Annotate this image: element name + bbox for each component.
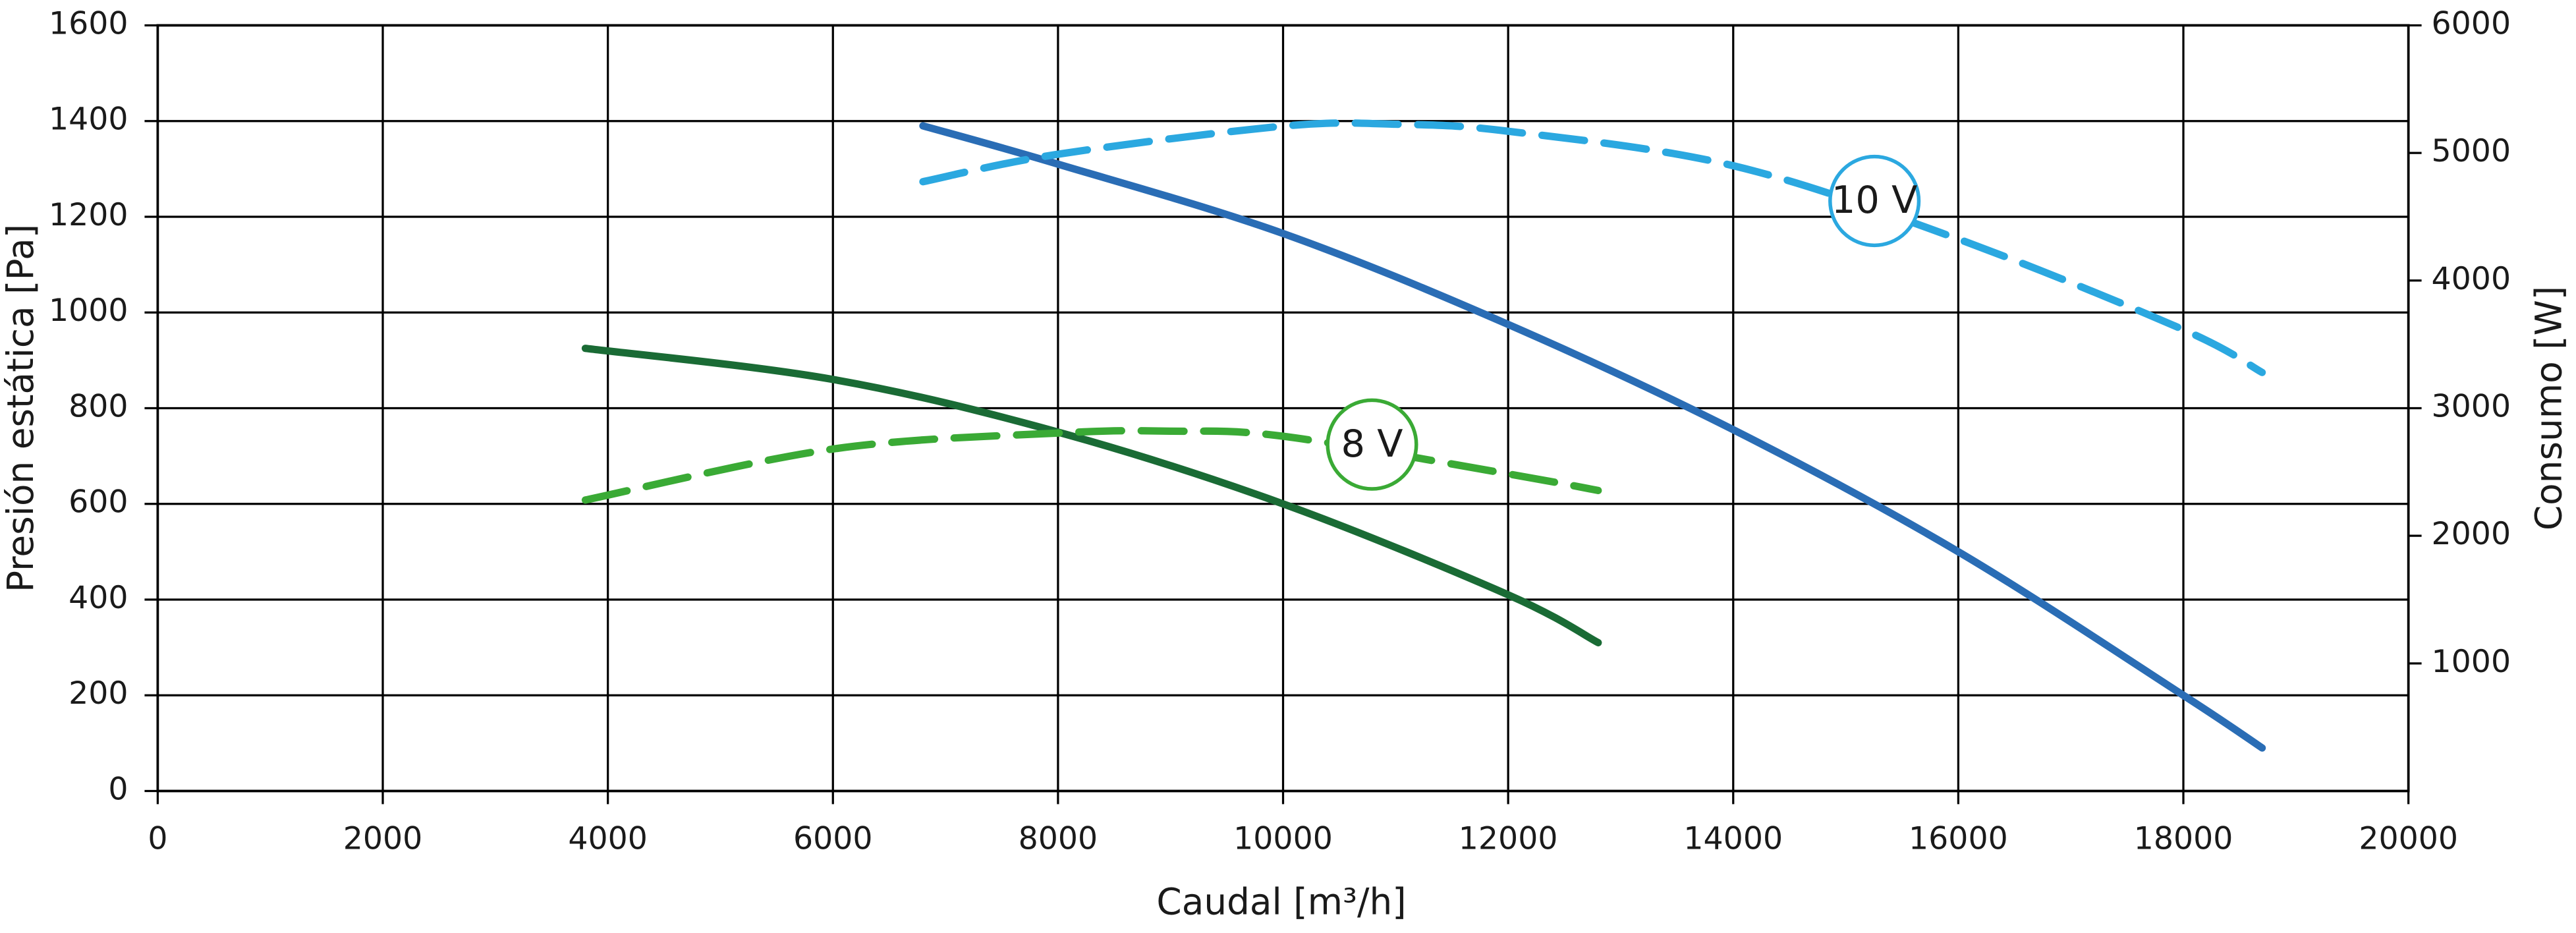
x-tick-label: 4000 xyxy=(568,820,648,857)
x-tick-label: 20000 xyxy=(2359,820,2458,857)
x-tick-label: 0 xyxy=(148,820,167,857)
y-tick-label: 1200 xyxy=(49,197,128,233)
y2-tick-label: 1000 xyxy=(2432,644,2511,680)
x-tick-label: 18000 xyxy=(2134,820,2233,857)
y2-axis-label: Consumo [W] xyxy=(2528,286,2570,530)
consumption-line xyxy=(581,427,1602,504)
y-tick-label: 1600 xyxy=(49,5,128,42)
y-tick-label: 600 xyxy=(69,484,128,521)
annotation: 8 V xyxy=(1341,422,1403,466)
annotation-circle xyxy=(1828,154,1921,248)
x-tick-label: 8000 xyxy=(1019,820,1098,857)
y-tick-label: 1400 xyxy=(49,101,128,138)
y2-tick-label: 6000 xyxy=(2432,5,2511,42)
pressure-line xyxy=(581,345,1602,646)
consumption-line xyxy=(919,119,2266,376)
x-tick-label: 10000 xyxy=(1233,820,1333,857)
x-axis-label: Caudal [m³/h] xyxy=(1156,881,1406,923)
x-tick-label: 2000 xyxy=(343,820,423,857)
x-tick-label: 14000 xyxy=(1683,820,1783,857)
y-tick-label: 0 xyxy=(108,771,128,807)
x-tick-label: 12000 xyxy=(1459,820,1558,857)
annotation-circle xyxy=(1326,398,1418,491)
pressure-line xyxy=(919,122,2266,752)
y2-tick-label: 5000 xyxy=(2432,133,2511,169)
x-tick-label: 16000 xyxy=(1909,820,2008,857)
annotation: 10 V xyxy=(1832,178,1917,222)
y-axis-label: Presión estática [Pa] xyxy=(0,224,42,592)
plot-frame xyxy=(156,24,2410,793)
x-tick-label: 6000 xyxy=(793,820,873,857)
y-tick-label: 1000 xyxy=(49,293,128,329)
y2-tick-label: 3000 xyxy=(2432,388,2511,424)
y2-tick-label: 4000 xyxy=(2432,261,2511,297)
y-tick-label: 200 xyxy=(69,675,128,712)
y-tick-label: 400 xyxy=(69,580,128,616)
y2-tick-label: 2000 xyxy=(2432,516,2511,552)
y-tick-label: 800 xyxy=(69,388,128,424)
